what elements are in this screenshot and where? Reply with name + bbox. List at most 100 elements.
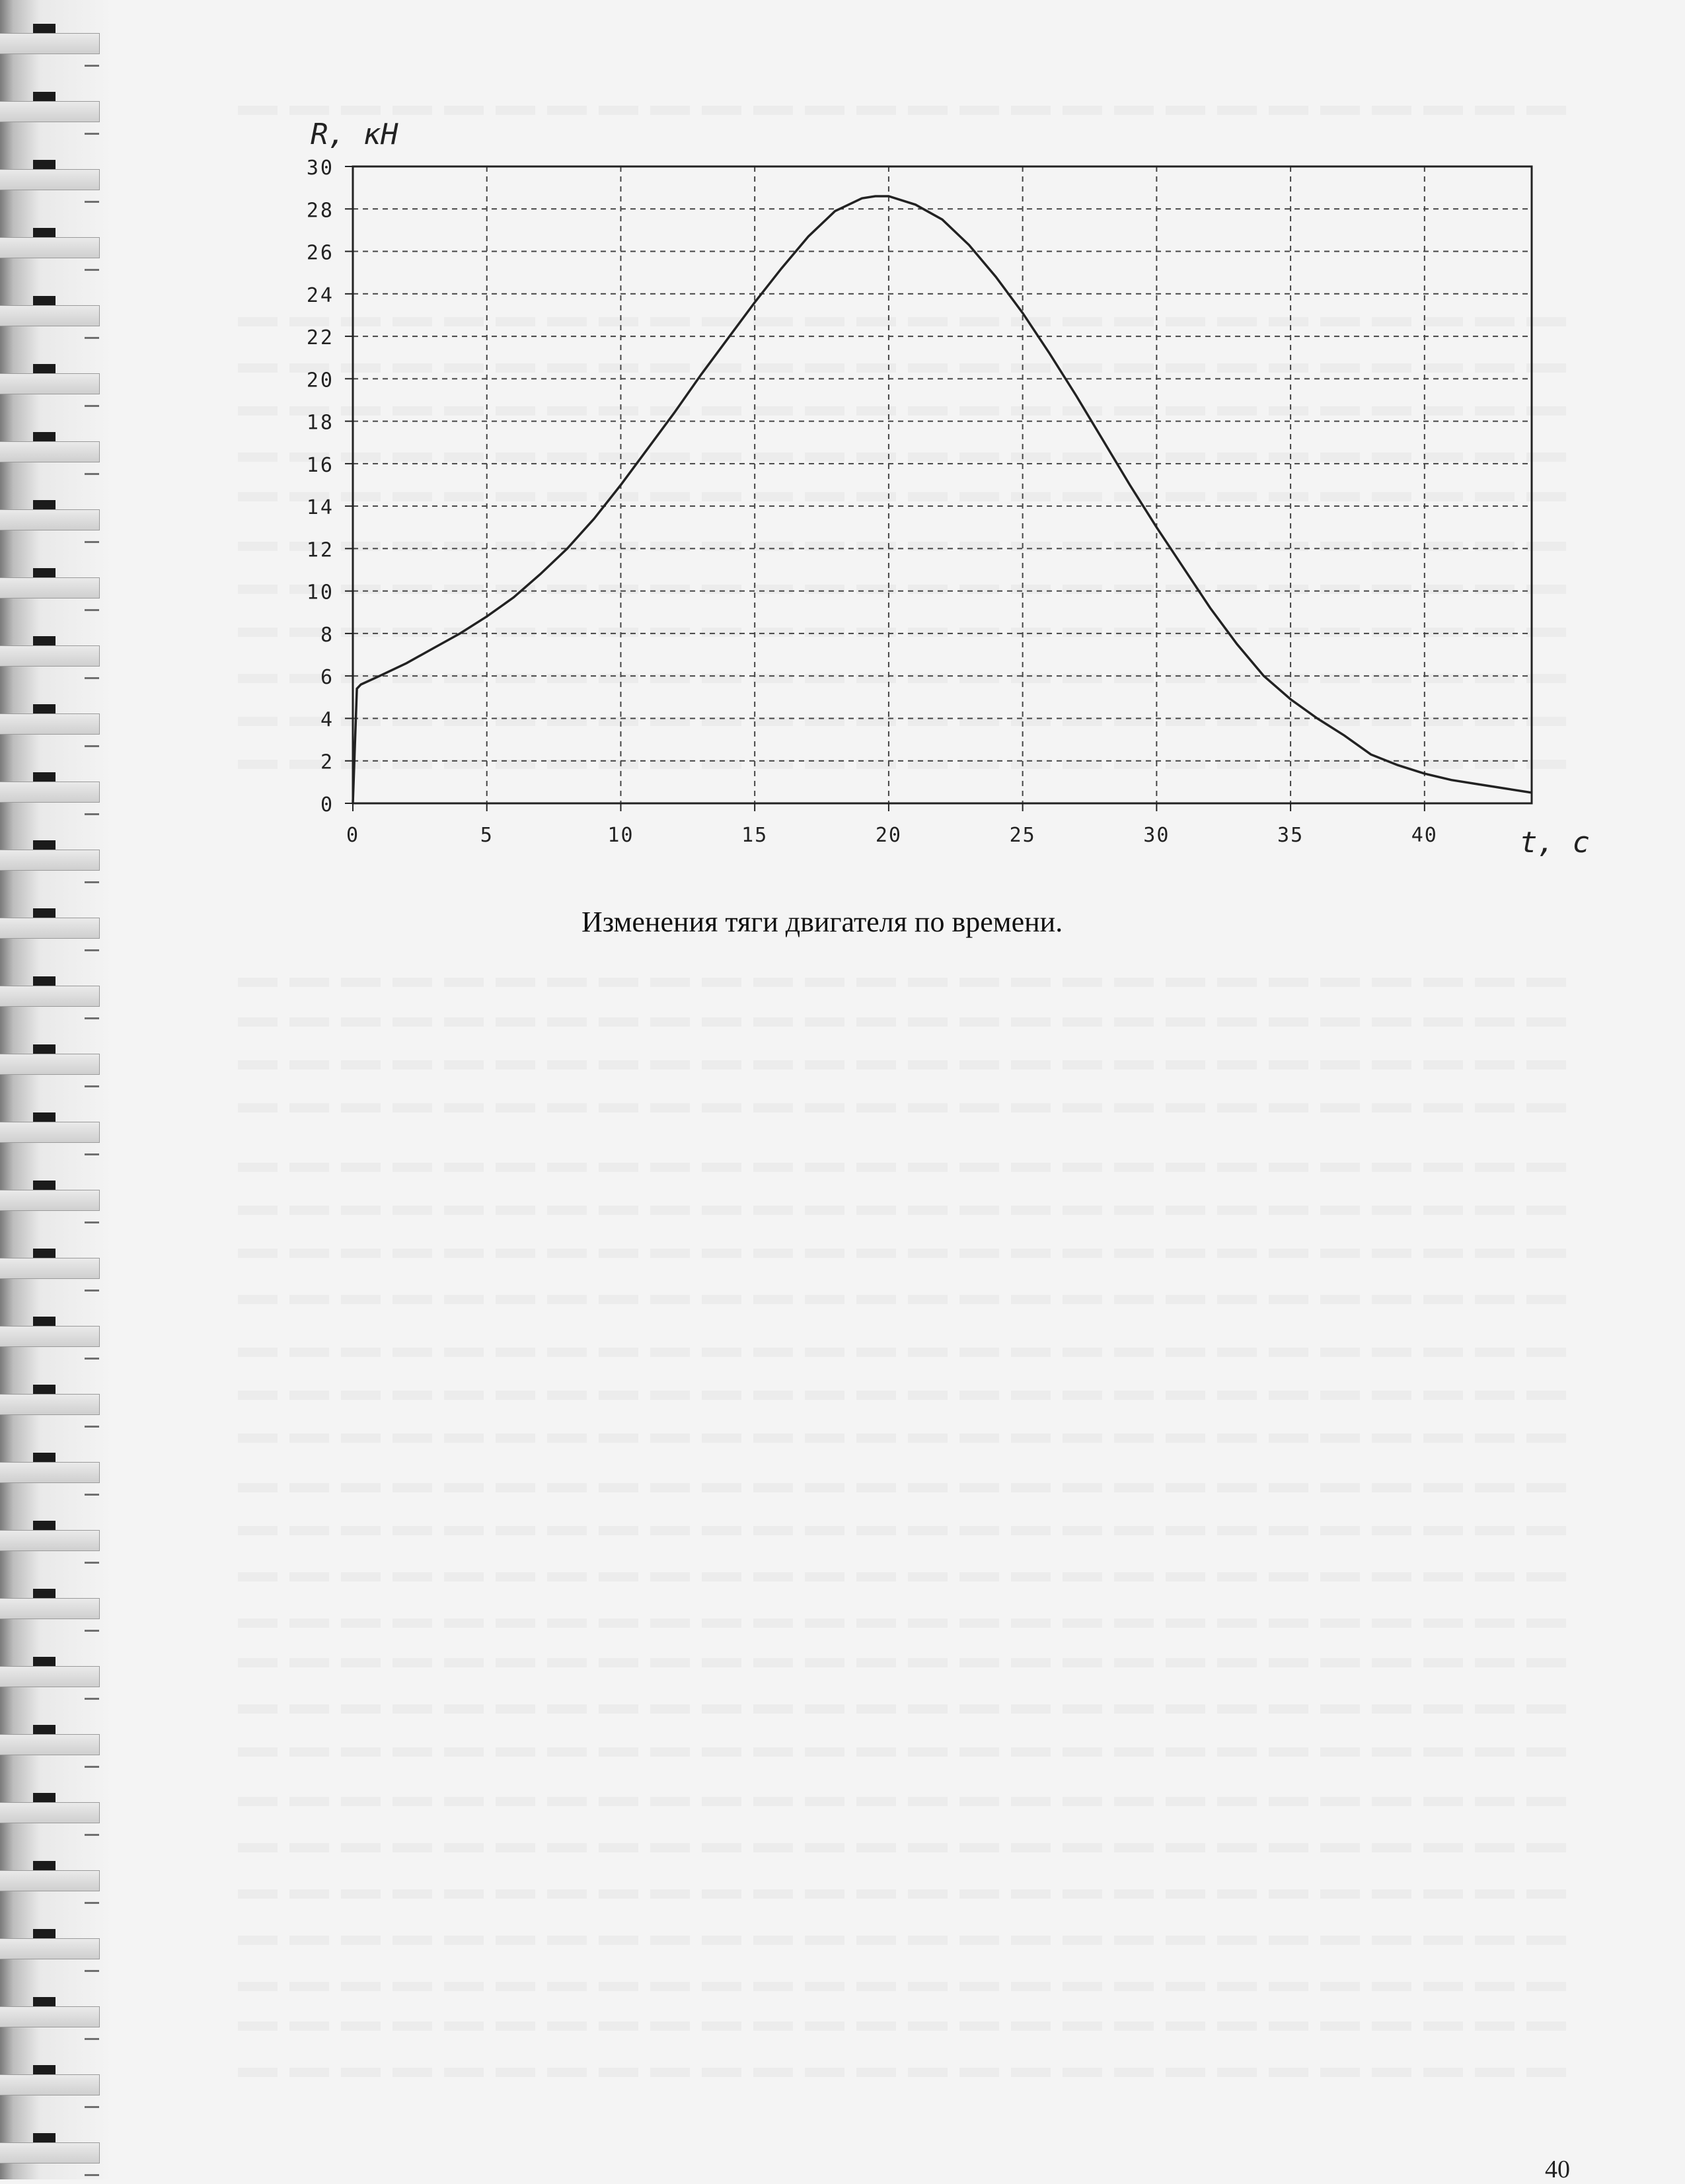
binder-ring — [0, 700, 106, 747]
figure-caption: Изменения тяги двигателя по времени. — [581, 906, 1063, 938]
y-tick-label: 8 — [320, 624, 334, 647]
y-tick-label: 6 — [320, 666, 334, 689]
binder-ring — [0, 20, 106, 67]
x-axis-label: t, c — [1520, 826, 1590, 859]
binder-ring — [0, 1517, 106, 1564]
faded-text-line — [238, 1658, 1573, 1667]
page-number: 40 — [1545, 2156, 1570, 2183]
binder-ring — [0, 1721, 106, 1768]
binder-ring — [0, 632, 106, 679]
y-tick-label: 0 — [320, 793, 334, 817]
binder-ring — [0, 360, 106, 407]
binder-ring — [0, 156, 106, 203]
binder-ring — [0, 1925, 106, 1972]
binder-ring — [0, 2129, 106, 2176]
faded-text-line — [238, 1747, 1573, 1757]
x-axis-ticks: 0 5 10 15 20 25 30 35 40 — [346, 803, 1438, 847]
x-tick-label: 40 — [1411, 824, 1438, 847]
binder-ring — [0, 768, 106, 815]
faded-text-line — [238, 1483, 1573, 1492]
y-tick-label: 10 — [307, 581, 334, 604]
binder-ring — [0, 1789, 106, 1836]
faded-text-line — [238, 1017, 1573, 1027]
faded-text-line — [238, 317, 1573, 326]
x-tick-label: 5 — [480, 824, 494, 847]
faded-text-line — [238, 1391, 1573, 1400]
faded-text-line — [238, 1889, 1573, 1899]
binder-ring — [0, 428, 106, 475]
faded-text-line — [238, 760, 1573, 769]
y-tick-label: 12 — [307, 538, 334, 562]
binder-ring — [0, 1585, 106, 1632]
faded-text-line — [238, 2068, 1573, 2077]
faded-text-line — [238, 1249, 1573, 1258]
y-tick-label: 16 — [307, 454, 334, 477]
binder-ring — [0, 88, 106, 135]
faded-text-line — [238, 106, 1573, 115]
faded-text-line — [238, 1434, 1573, 1443]
faded-text-line — [238, 1060, 1573, 1070]
x-tick-label: 0 — [346, 824, 359, 847]
binder-ring — [0, 1040, 106, 1087]
binder-ring — [0, 292, 106, 339]
faded-text-line — [238, 492, 1573, 501]
faded-text-line — [238, 2021, 1573, 2031]
y-tick-label: 30 — [307, 157, 334, 180]
y-tick-label: 14 — [307, 496, 334, 519]
faded-text-line — [238, 1797, 1573, 1806]
y-tick-label: 28 — [307, 199, 334, 222]
binder-ring — [0, 1993, 106, 2040]
faded-text-line — [238, 363, 1573, 373]
binder-ring — [0, 1653, 106, 1700]
binder-ring — [0, 1109, 106, 1155]
binder-strip — [0, 0, 112, 2179]
binder-ring — [0, 1857, 106, 1904]
faded-text-line — [238, 1103, 1573, 1112]
faded-text-line — [238, 1295, 1573, 1304]
faded-text-line — [238, 453, 1573, 462]
binder-ring — [0, 1177, 106, 1223]
chart-grid — [353, 166, 1532, 803]
binder-ring — [0, 972, 106, 1019]
chart-frame — [352, 165, 1533, 805]
y-tick-label: 24 — [307, 284, 334, 307]
faded-text-line — [238, 1704, 1573, 1714]
thrust-chart: 0 2 4 6 8 10 12 14 16 18 20 22 24 26 28 30 0 5 10 15 20 25 30… — [0, 0, 1685, 885]
binder-ring — [0, 224, 106, 271]
faded-text-line — [238, 1936, 1573, 1945]
x-tick-label: 35 — [1277, 824, 1304, 847]
x-tick-label: 15 — [741, 824, 768, 847]
faded-text-line — [238, 1572, 1573, 1582]
y-tick-label: 2 — [320, 751, 334, 774]
faded-text-line — [238, 1619, 1573, 1628]
binder-ring — [0, 2061, 106, 2108]
x-tick-label: 25 — [1010, 824, 1036, 847]
thrust-curve — [352, 195, 1532, 804]
faded-text-line — [238, 1982, 1573, 1991]
faded-text-line — [238, 978, 1573, 987]
y-tick-label: 20 — [307, 369, 334, 392]
binder-ring — [0, 496, 106, 543]
y-axis-label: R, кН — [311, 118, 398, 151]
faded-text-line — [238, 1843, 1573, 1852]
binder-ring — [0, 836, 106, 883]
faded-text-line — [238, 717, 1573, 726]
binder-ring — [0, 564, 106, 611]
faded-text-line — [238, 628, 1573, 637]
y-tick-label: 22 — [307, 326, 334, 349]
faded-text-line — [238, 1206, 1573, 1215]
faded-text-line — [238, 1163, 1573, 1172]
y-tick-label: 4 — [320, 708, 334, 731]
faded-text-line — [238, 1348, 1573, 1357]
x-tick-label: 20 — [876, 824, 902, 847]
binder-ring — [0, 1245, 106, 1292]
binder-ring — [0, 1449, 106, 1496]
binder-ring — [0, 904, 106, 951]
binder-ring — [0, 1381, 106, 1428]
x-tick-label: 30 — [1143, 824, 1170, 847]
x-tick-label: 10 — [607, 824, 634, 847]
y-tick-label: 26 — [307, 242, 334, 265]
y-tick-label: 18 — [307, 412, 334, 435]
